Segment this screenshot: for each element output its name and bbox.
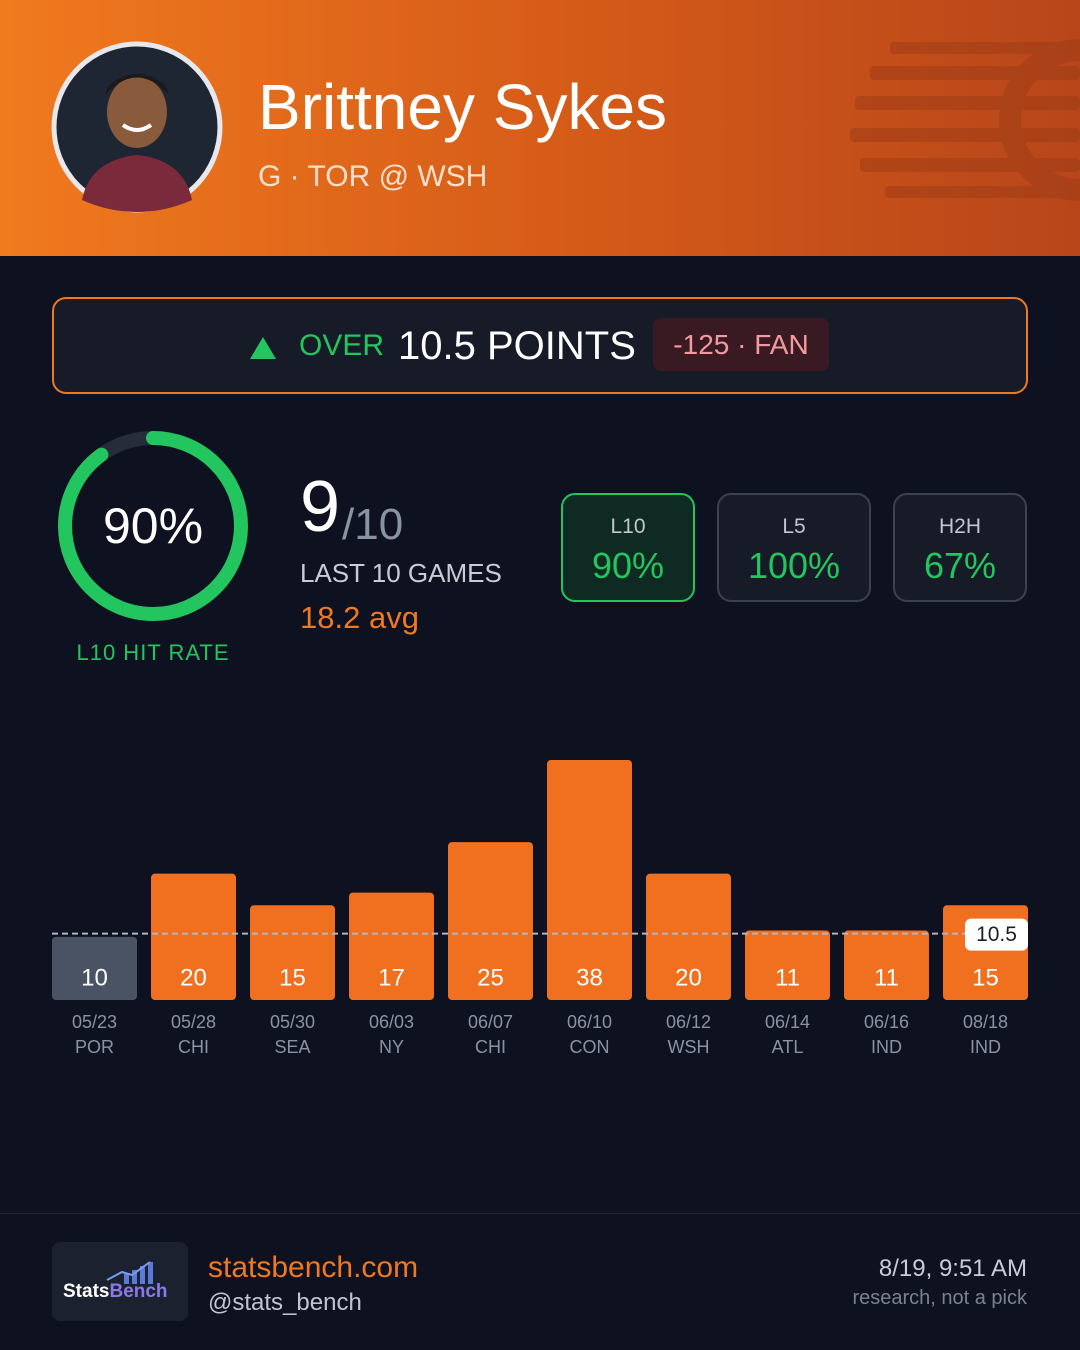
header-graphics <box>51 39 1080 213</box>
handle[interactable]: @stats_bench <box>208 1289 362 1316</box>
record-hits: 9 <box>300 467 341 547</box>
bar <box>745 930 830 1000</box>
bar <box>448 842 533 1000</box>
ring-arc <box>58 431 248 621</box>
opponent-label: IND <box>871 1037 902 1057</box>
opponent-label: SEA <box>274 1037 310 1057</box>
timestamp: 8/19, 9:51 AM <box>878 1255 1027 1282</box>
header: Brittney Sykes G · TOR @ WSH <box>0 0 1080 256</box>
footer-divider <box>0 1213 1080 1214</box>
split-label: L10 <box>610 515 646 538</box>
avatar-figure <box>82 74 192 212</box>
x-tick-label: 08/18 <box>963 1012 1008 1032</box>
bar-chart: 10 05/23 POR 20 05/28 CHI 15 05/30 SEA 17 06/03 NY 2… <box>52 760 1028 1057</box>
x-tick-label: 06/12 <box>666 1012 711 1032</box>
disclaimer: research, not a pick <box>852 1287 1027 1309</box>
bar <box>646 873 731 1000</box>
bar-value-label: 15 <box>279 964 306 991</box>
logo-text: StatsBench <box>63 1281 168 1303</box>
site[interactable]: statsbench.com <box>208 1251 419 1284</box>
threshold-label: 10.5 <box>976 923 1017 946</box>
opponent-label: CON <box>570 1037 610 1057</box>
logo-part: Bench <box>109 1281 168 1302</box>
prop-side: OVER <box>299 329 385 362</box>
opponent-label: ATL <box>772 1037 804 1057</box>
split-card: L10 90% <box>561 493 695 602</box>
opponent-label: IND <box>970 1037 1001 1057</box>
team-logo-watermark <box>850 39 1080 201</box>
prop-line: 10.5 POINTS <box>398 324 636 368</box>
bar <box>151 873 236 1000</box>
bar-value-label: 20 <box>180 964 207 991</box>
x-tick-label: 06/10 <box>567 1012 612 1032</box>
hit-rate-caption: L10 HIT RATE <box>76 640 230 665</box>
hit-rate-label: 90% <box>103 498 203 554</box>
bar-value-label: 10 <box>81 964 108 991</box>
opponent-label: CHI <box>178 1037 209 1057</box>
x-tick-label: 05/30 <box>270 1012 315 1032</box>
split-label: L5 <box>782 515 806 538</box>
split-card: L5 100% <box>717 493 871 602</box>
bar-value-label: 17 <box>378 964 405 991</box>
bar-value-label: 38 <box>576 964 603 991</box>
x-tick-label: 05/23 <box>72 1012 117 1032</box>
bar-value-label: 20 <box>675 964 702 991</box>
over-arrow <box>250 337 276 359</box>
x-tick-label: 06/03 <box>369 1012 414 1032</box>
bar <box>52 936 137 1000</box>
threshold-badge <box>965 918 1028 951</box>
record-total: /10 <box>342 500 404 549</box>
split-value: 67% <box>923 545 997 586</box>
record-average: 18.2 avg <box>300 600 419 635</box>
opponent-label: POR <box>75 1037 114 1057</box>
player-name: Brittney Sykes <box>258 71 668 143</box>
logo-part: Stats <box>63 1281 110 1302</box>
bar <box>547 760 632 1000</box>
bar <box>349 892 434 1000</box>
logo-mark <box>106 1261 153 1284</box>
split-card: H2H 67% <box>893 493 1027 602</box>
logo: StatsBench <box>52 1242 188 1321</box>
bar-value-label: 25 <box>477 964 504 991</box>
split-value: 90% <box>591 545 665 586</box>
opponent-label: WSH <box>668 1037 710 1057</box>
split-value: 100% <box>747 545 841 586</box>
bar-value-label: 11 <box>874 964 899 991</box>
x-tick-label: 06/14 <box>765 1012 810 1032</box>
record-caption: LAST 10 GAMES <box>300 558 502 588</box>
x-tick-label: 06/16 <box>864 1012 909 1032</box>
bar-value-label: 15 <box>972 964 999 991</box>
hit-rate-ring: 90% <box>58 431 248 621</box>
prop-card: OVER 10.5 POINTS -125 · FAN <box>52 297 1028 394</box>
bar-value-label: 11 <box>775 964 800 991</box>
bar <box>844 930 929 1000</box>
x-tick-label: 06/07 <box>468 1012 513 1032</box>
matchup: G · TOR @ WSH <box>258 160 488 193</box>
opponent-label: NY <box>379 1037 404 1057</box>
odds-badge: -125 · FAN <box>653 318 829 371</box>
bar <box>250 905 335 1000</box>
x-tick-label: 05/28 <box>171 1012 216 1032</box>
opponent-label: CHI <box>475 1037 506 1057</box>
split-label: H2H <box>938 515 981 538</box>
